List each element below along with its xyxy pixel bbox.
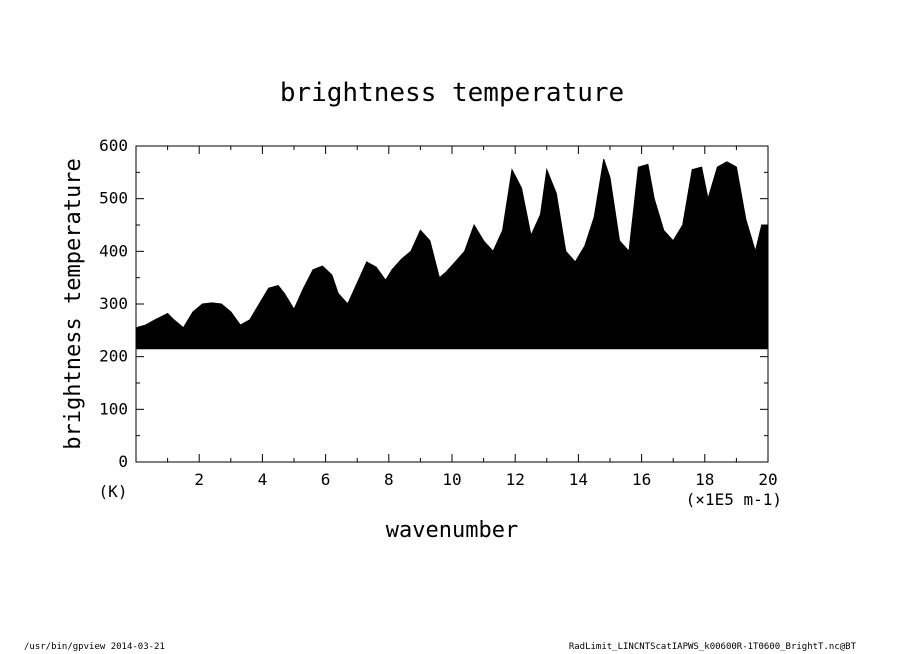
y-tick-label: 400: [99, 241, 128, 260]
x-tick-label: 10: [442, 470, 461, 489]
x-tick-label: 18: [695, 470, 714, 489]
x-axis-title: wavenumber: [386, 518, 518, 543]
footer-filename: RadLimit_LINCNTScatIAPWS_k00600R-1T0600_…: [568, 642, 856, 652]
x-tick-label: 4: [258, 470, 268, 489]
y-tick-label: 200: [99, 347, 128, 366]
y-tick-label: 100: [99, 399, 128, 418]
x-tick-label: 12: [506, 470, 525, 489]
y-tick-label: 500: [99, 189, 128, 208]
y-tick-label: 300: [99, 294, 128, 313]
y-tick-label: 0: [118, 452, 128, 471]
x-axis: 2 4 6 8 10 12 14 16 18 20: [135, 146, 778, 489]
y-axis-title: brightness temperature: [61, 158, 86, 449]
x-tick-label: 16: [632, 470, 651, 489]
chart-title: brightness temperature: [280, 78, 624, 108]
x-tick-label: 6: [321, 470, 331, 489]
footer-command: /usr/bin/gpview 2014-03-21: [24, 642, 165, 652]
x-unit-label: (×1E5 m-1): [686, 490, 782, 509]
y-unit-label: (K): [99, 482, 128, 501]
y-axis: 0 100 200 300 400 500 600: [99, 136, 768, 471]
x-tick-label: 14: [569, 470, 588, 489]
brightness-series-area: [135, 159, 769, 350]
x-tick-label: 20: [758, 470, 777, 489]
x-tick-label: 8: [384, 470, 394, 489]
x-tick-label: 2: [194, 470, 204, 489]
y-tick-label: 600: [99, 136, 128, 155]
